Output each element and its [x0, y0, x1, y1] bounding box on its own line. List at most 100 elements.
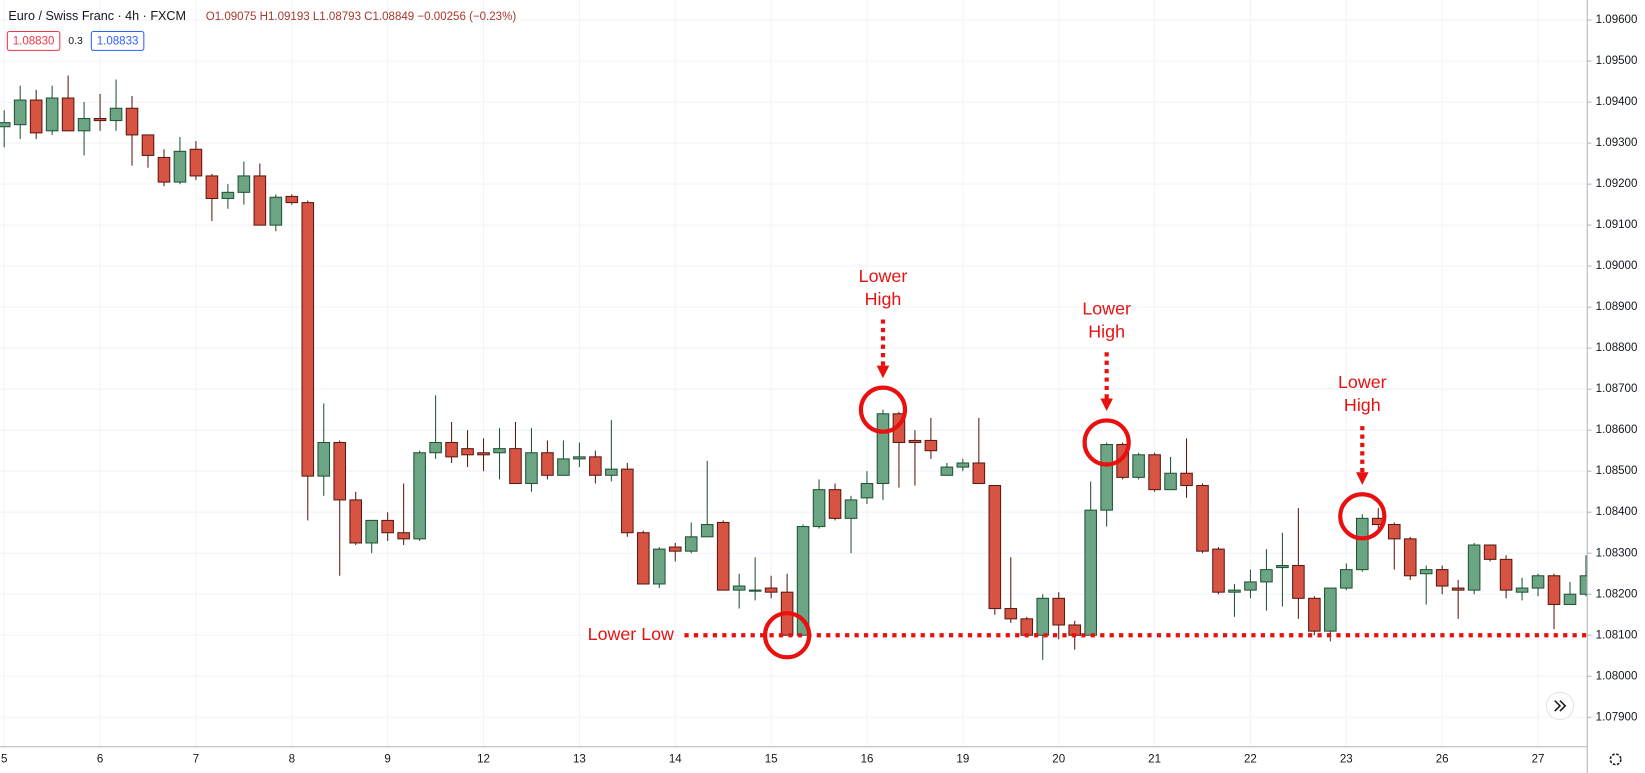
candle-body: [1004, 608, 1018, 620]
candle-body: [0, 122, 11, 128]
annotation-label: Lower High: [858, 265, 908, 309]
candle-body: [221, 191, 235, 200]
candle-body: [700, 523, 714, 538]
annotation-label: Lower Low: [587, 623, 674, 644]
candle-body: [13, 99, 27, 126]
y-tick-label: 1.08300: [1596, 547, 1638, 559]
candle-body: [125, 107, 139, 136]
candle-body: [956, 462, 970, 468]
x-tick-label: 26: [1436, 753, 1449, 765]
candle-body: [1579, 575, 1588, 595]
settings-icon[interactable]: [1609, 753, 1622, 766]
candle-body: [397, 532, 410, 540]
buy-badge[interactable]: [90, 30, 145, 51]
candle-body: [876, 413, 890, 485]
candle-body: [61, 97, 75, 132]
candle-body: [1403, 538, 1417, 577]
scroll-icon: [1554, 700, 1567, 712]
candle-body: [1515, 587, 1529, 593]
candle-body: [1499, 558, 1513, 591]
candle-body: [860, 482, 874, 499]
sell-badge[interactable]: [6, 30, 61, 51]
candle-body: [573, 456, 586, 460]
symbol-title: Euro / Swiss Franc · 4h · FXCM: [8, 9, 186, 23]
candle-body: [1563, 593, 1577, 606]
y-tick-label: 1.08800: [1596, 342, 1638, 354]
candle-body: [45, 97, 59, 132]
candle-body: [1132, 454, 1145, 478]
y-tick-label: 1.09300: [1596, 137, 1638, 149]
candle-body: [1164, 472, 1177, 491]
annotations: Lower High Lower High Lower High Lower Low: [587, 265, 1588, 660]
candle-body: [1324, 587, 1337, 632]
x-tick-label: 7: [193, 753, 199, 765]
candle-body: [732, 585, 746, 591]
y-tick-label: 1.08200: [1596, 588, 1638, 600]
candle-body: [1531, 575, 1545, 589]
candle-body: [253, 175, 267, 226]
candle-body: [1020, 618, 1034, 636]
y-tick-label: 1.09000: [1596, 260, 1638, 272]
y-tick-label: 1.07900: [1596, 711, 1638, 723]
candles: [0, 75, 1588, 660]
grid: [0, 0, 1588, 747]
y-tick-label: 1.08000: [1596, 670, 1638, 682]
candle-body: [381, 519, 394, 534]
candle-body: [333, 441, 347, 501]
x-tick-label: 9: [384, 753, 390, 765]
candle-body: [317, 441, 331, 477]
candle-body: [764, 587, 778, 593]
y-tick-label: 1.09500: [1596, 55, 1638, 67]
highlight-circle: [1338, 492, 1387, 541]
candle-body: [1180, 472, 1193, 487]
candle-body: [652, 548, 666, 585]
candle-body: [285, 195, 299, 204]
candle-body: [637, 532, 650, 585]
candle-body: [1196, 485, 1209, 552]
candle-body: [812, 489, 826, 528]
annotation-label: Lower High: [1082, 298, 1131, 342]
x-tick-label: 14: [669, 753, 682, 765]
y-tick-label: 1.09400: [1596, 96, 1638, 108]
candle-body: [908, 439, 922, 444]
candle-body: [716, 521, 730, 591]
candle-body: [1387, 523, 1401, 540]
candle-body: [1148, 454, 1161, 491]
x-tick-label: 5: [1, 753, 7, 765]
candle-body: [684, 536, 698, 552]
candle-body: [77, 117, 91, 132]
annotation-box: Lower High: [1338, 373, 1387, 416]
candle-body: [1547, 575, 1561, 606]
candle-body: [844, 499, 858, 519]
x-tick-label: 23: [1340, 753, 1353, 765]
x-tick-label: 20: [1052, 753, 1065, 765]
candle-body: [1084, 509, 1097, 636]
y-tick-label: 1.08900: [1596, 301, 1638, 313]
candle-body: [1036, 597, 1050, 636]
candle-body: [621, 468, 634, 534]
candle-body: [1467, 544, 1481, 591]
annotation-box: Lower High: [858, 265, 908, 309]
x-tick-label: 22: [1244, 753, 1257, 765]
y-tick-label: 1.09200: [1596, 178, 1638, 190]
spread: 0.3: [68, 36, 83, 47]
candle-body: [141, 134, 155, 156]
candle-body: [924, 439, 938, 452]
ohlc-legend: O1.09075 H1.09193 L1.08793 C1.08849 −0.0…: [206, 11, 517, 23]
candle-body: [365, 519, 378, 544]
candle-body: [349, 499, 363, 544]
candle-body: [1483, 544, 1497, 560]
candle-body: [1292, 564, 1305, 599]
buy-price[interactable]: 1.08833: [97, 35, 139, 47]
annotation-box: Lower Low: [587, 623, 674, 644]
candle-body: [461, 448, 474, 456]
x-tick-label: 13: [573, 753, 586, 765]
candle-body: [589, 456, 602, 476]
arrow-head: [876, 365, 890, 379]
highlight-circle: [858, 385, 908, 434]
candle-body: [189, 148, 203, 177]
sell-price[interactable]: 1.08830: [13, 35, 55, 47]
